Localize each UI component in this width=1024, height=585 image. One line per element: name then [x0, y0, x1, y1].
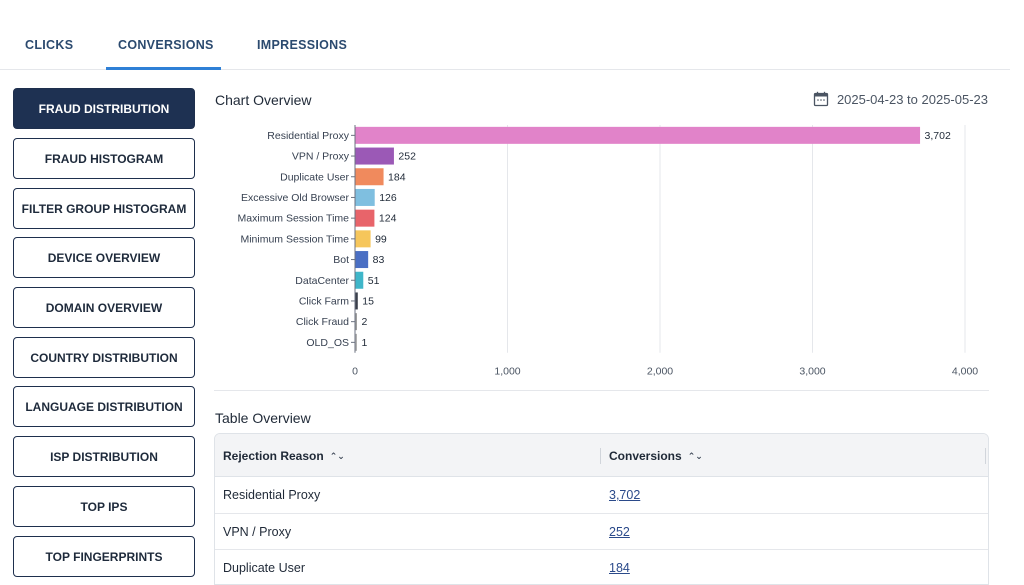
bar-value-label: 3,702	[925, 130, 951, 142]
tab-bar: CLICKS CONVERSIONS IMPRESSIONS	[0, 0, 1010, 70]
y-tick-label: Excessive Old Browser	[241, 192, 349, 204]
bar	[355, 147, 394, 165]
x-tick-label: 1,000	[494, 366, 520, 378]
column-header-label: Conversions	[609, 449, 682, 463]
bar	[355, 271, 364, 289]
bar-value-label: 83	[373, 254, 385, 266]
cell-rejection-reason: Residential Proxy	[223, 488, 321, 502]
tab-conversions[interactable]: CONVERSIONS	[118, 38, 214, 52]
bar	[355, 168, 384, 186]
bar	[355, 333, 357, 351]
sidebar-item-language-distribution[interactable]: LANGUAGE DISTRIBUTION	[13, 386, 195, 427]
y-tick-label: VPN / Proxy	[292, 151, 350, 163]
bar-value-label: 126	[379, 192, 397, 204]
table-row: Residential Proxy 3,702	[215, 477, 988, 514]
x-tick-label: 0	[352, 366, 358, 378]
bar	[355, 313, 357, 331]
table-row: VPN / Proxy 252	[215, 514, 988, 550]
bar	[355, 188, 375, 206]
bar-value-label: 99	[375, 233, 387, 245]
column-divider	[985, 448, 986, 464]
bar-value-label: 252	[398, 151, 416, 163]
y-tick-label: Click Farm	[299, 295, 349, 307]
bar-value-label: 1	[362, 337, 368, 349]
sidebar-item-isp-distribution[interactable]: ISP DISTRIBUTION	[13, 436, 195, 477]
y-tick-label: Residential Proxy	[267, 130, 349, 142]
cell-rejection-reason: VPN / Proxy	[223, 524, 292, 539]
column-header-conversions[interactable]: Conversions ⌃⌄	[609, 449, 703, 463]
sidebar-item-fraud-histogram[interactable]: FRAUD HISTOGRAM	[13, 138, 195, 179]
bar-value-label: 15	[362, 295, 374, 307]
sidebar-item-top-ips[interactable]: TOP IPS	[13, 486, 195, 527]
column-header-label: Rejection Reason	[223, 449, 324, 463]
x-tick-label: 2,000	[647, 366, 673, 378]
y-tick-label: OLD_OS	[306, 337, 349, 349]
bar	[355, 230, 371, 248]
x-tick-label: 3,000	[799, 366, 825, 378]
y-tick-label: DataCenter	[295, 275, 349, 287]
table-row: Duplicate User 184	[215, 550, 988, 584]
section-divider	[214, 390, 989, 391]
date-range-picker[interactable]: 2025-04-23 to 2025-05-23	[813, 91, 988, 107]
bar	[355, 126, 921, 144]
y-tick-label: Bot	[333, 254, 349, 266]
sidebar-item-top-fingerprints[interactable]: TOP FINGERPRINTS	[13, 536, 195, 577]
date-range-text: 2025-04-23 to 2025-05-23	[836, 91, 988, 107]
cell-conversions-link[interactable]: 252	[609, 524, 630, 539]
y-tick-label: Maximum Session Time	[238, 213, 350, 225]
tab-clicks[interactable]: CLICKS	[25, 38, 74, 52]
sort-icon[interactable]: ⌃⌄	[329, 450, 345, 461]
bar	[355, 251, 369, 269]
y-tick-label: Minimum Session Time	[240, 233, 349, 245]
sidebar-item-fraud-distribution[interactable]: FRAUD DISTRIBUTION	[13, 88, 195, 129]
bar	[355, 292, 358, 310]
column-divider	[600, 448, 601, 464]
bar-value-label: 51	[368, 275, 380, 287]
table-overview-title: Table Overview	[215, 410, 311, 426]
chart-overview-title: Chart Overview	[215, 92, 312, 108]
bar-value-label: 124	[379, 213, 397, 225]
sidebar-item-device-overview[interactable]: DEVICE OVERVIEW	[13, 237, 195, 278]
calendar-icon	[813, 91, 829, 107]
cell-conversions-link[interactable]: 184	[609, 561, 630, 575]
column-header-rejection-reason[interactable]: Rejection Reason ⌃⌄	[223, 449, 345, 463]
bar-value-label: 184	[388, 171, 406, 183]
active-tab-indicator	[106, 67, 221, 70]
rejection-table: Rejection Reason ⌃⌄ Conversions ⌃⌄ Resid…	[214, 433, 989, 585]
sidebar-item-country-distribution[interactable]: COUNTRY DISTRIBUTION	[13, 337, 195, 378]
sidebar-item-filter-group-histogram[interactable]: FILTER GROUP HISTOGRAM	[13, 188, 195, 229]
tab-impressions[interactable]: IMPRESSIONS	[257, 38, 348, 52]
fraud-distribution-chart: 0 1,000 2,000 3,000 4,000 Residential Proxy 3,…	[238, 125, 978, 378]
cell-rejection-reason: Duplicate User	[223, 561, 305, 575]
bar	[355, 209, 375, 227]
x-tick-label: 4,000	[952, 366, 978, 378]
table-header: Rejection Reason ⌃⌄ Conversions ⌃⌄	[215, 434, 988, 477]
y-tick-label: Click Fraud	[296, 316, 349, 328]
cell-conversions-link[interactable]: 3,702	[609, 488, 641, 502]
sidebar-item-domain-overview[interactable]: DOMAIN OVERVIEW	[13, 287, 195, 328]
y-tick-label: Duplicate User	[280, 171, 349, 183]
bar-value-label: 2	[362, 316, 368, 328]
sort-icon[interactable]: ⌃⌄	[687, 450, 703, 461]
